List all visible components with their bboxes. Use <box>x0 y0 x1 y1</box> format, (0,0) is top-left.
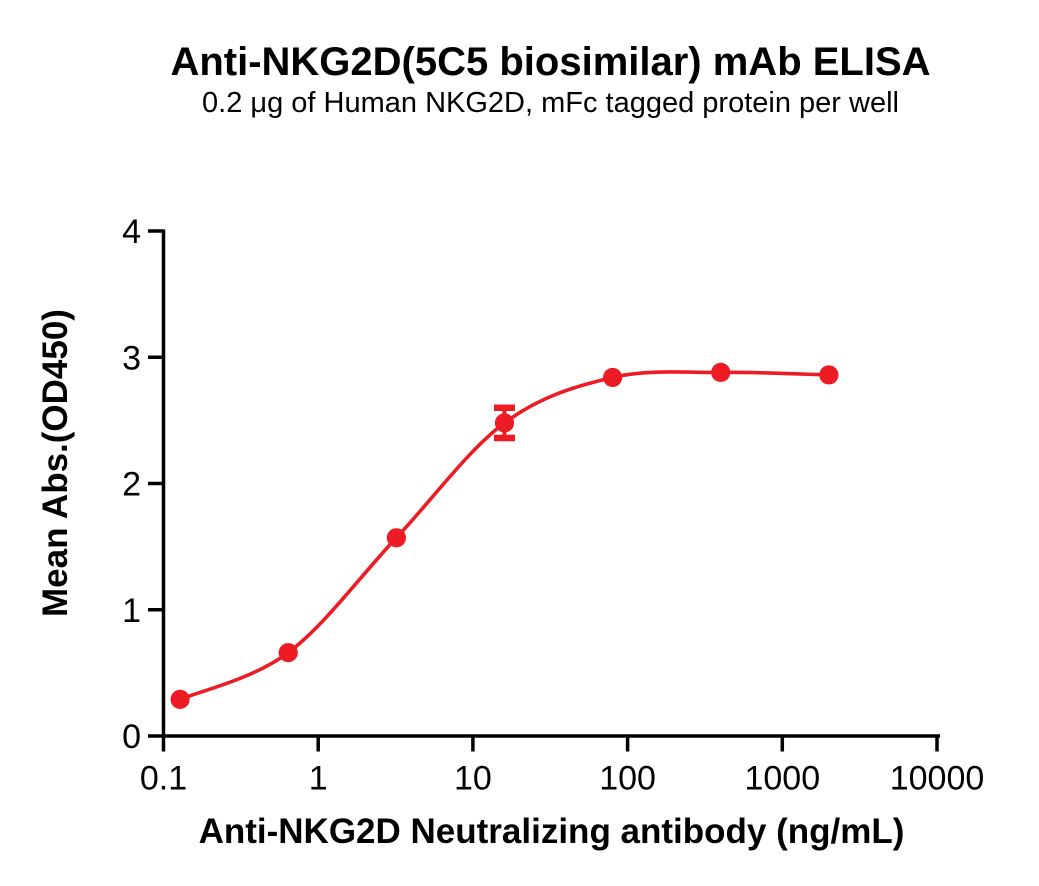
y-tick-label: 3 <box>122 339 141 377</box>
y-tick-label: 4 <box>122 213 141 251</box>
x-tick-label: 1 <box>309 760 328 798</box>
data-point-marker <box>711 362 731 382</box>
chart-subtitle: 0.2 μg of Human NKG2D, mFc tagged protei… <box>202 87 899 119</box>
data-point-marker <box>278 643 298 663</box>
y-tick-label: 2 <box>122 466 141 504</box>
y-tick-label: 1 <box>122 592 141 630</box>
x-tick-label: 10 <box>454 760 492 798</box>
data-point-marker <box>819 365 839 385</box>
data-point-marker <box>603 367 623 388</box>
x-tick-label: 100 <box>599 760 656 798</box>
x-tick-label: 10000 <box>890 760 985 798</box>
x-tick-label: 0.1 <box>140 760 187 798</box>
data-point-marker <box>386 528 406 548</box>
data-point-marker <box>494 413 515 433</box>
x-tick-label: 1000 <box>744 760 820 798</box>
y-tick-label: 0 <box>122 718 141 756</box>
chart-title: Anti-NKG2D(5C5 biosimilar) mAb ELISA <box>170 40 931 84</box>
data-point-marker <box>170 689 190 709</box>
x-axis-title: Anti-NKG2D Neutralizing antibody (ng/mL) <box>198 812 905 851</box>
